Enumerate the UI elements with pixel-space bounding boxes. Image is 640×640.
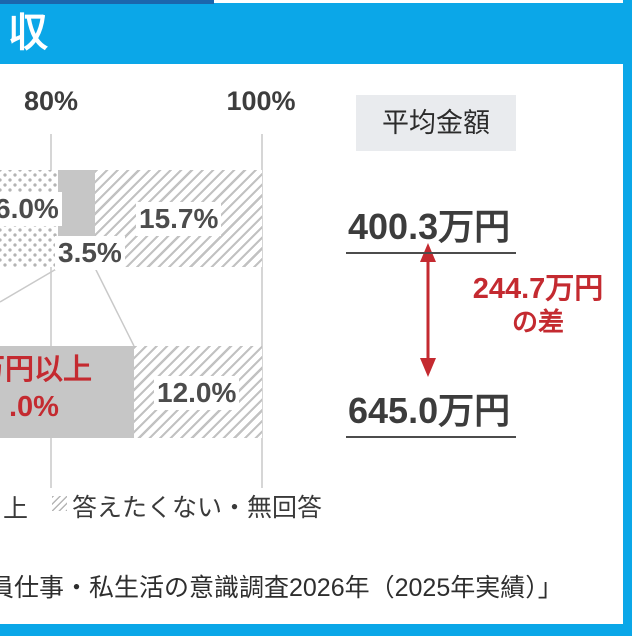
source-citation: 員仕事・私生活の意識調査2026年（2025年実績）」 — [0, 568, 563, 604]
panel-header-bar — [0, 3, 632, 64]
difference-suffix: の差 — [511, 307, 564, 337]
legend-item-clipped: 上 — [3, 495, 29, 523]
label-15-7-pct: 15.7% — [136, 202, 222, 236]
legend-item-no-answer: 答えたくない・無回答 — [72, 494, 323, 522]
gridline-100 — [261, 134, 263, 488]
panel-bottom-border — [0, 624, 632, 636]
gridline-80 — [50, 134, 52, 488]
panel-title: 収 — [8, 11, 48, 55]
label-12-0-pct: 12.0% — [154, 376, 240, 410]
difference-amount: 244.7万円 — [472, 273, 604, 305]
difference-arrow — [420, 243, 436, 377]
source-clipped-char: 員 — [0, 574, 14, 602]
average-amount-box: 平均金額 — [356, 95, 516, 151]
source-text: 仕事・私生活の意識調査2026年（2025年実績）」 — [14, 574, 563, 602]
label-6-0-pct: 6.0% — [0, 192, 62, 226]
x-tick-100: 100% — [226, 86, 296, 116]
label-red-category: 万円以上 .0% — [0, 352, 98, 426]
label-red-line2: .0% — [9, 391, 59, 423]
legend-hatch-swatch — [52, 496, 67, 511]
average-value-top: 400.3万円 — [346, 206, 517, 254]
top-edge-strip — [0, 0, 214, 4]
label-red-line1: 万円以上 — [0, 354, 92, 386]
difference-annotation: 244.7万円 の差 — [460, 272, 616, 338]
label-3-5-pct: 3.5% — [55, 236, 125, 270]
stacked-bar-bottom — [0, 346, 262, 438]
average-value-bottom: 645.0万円 — [346, 390, 517, 438]
x-tick-80: 80% — [23, 86, 79, 116]
segment-gray-large — [0, 346, 134, 438]
panel-right-border — [623, 0, 632, 636]
